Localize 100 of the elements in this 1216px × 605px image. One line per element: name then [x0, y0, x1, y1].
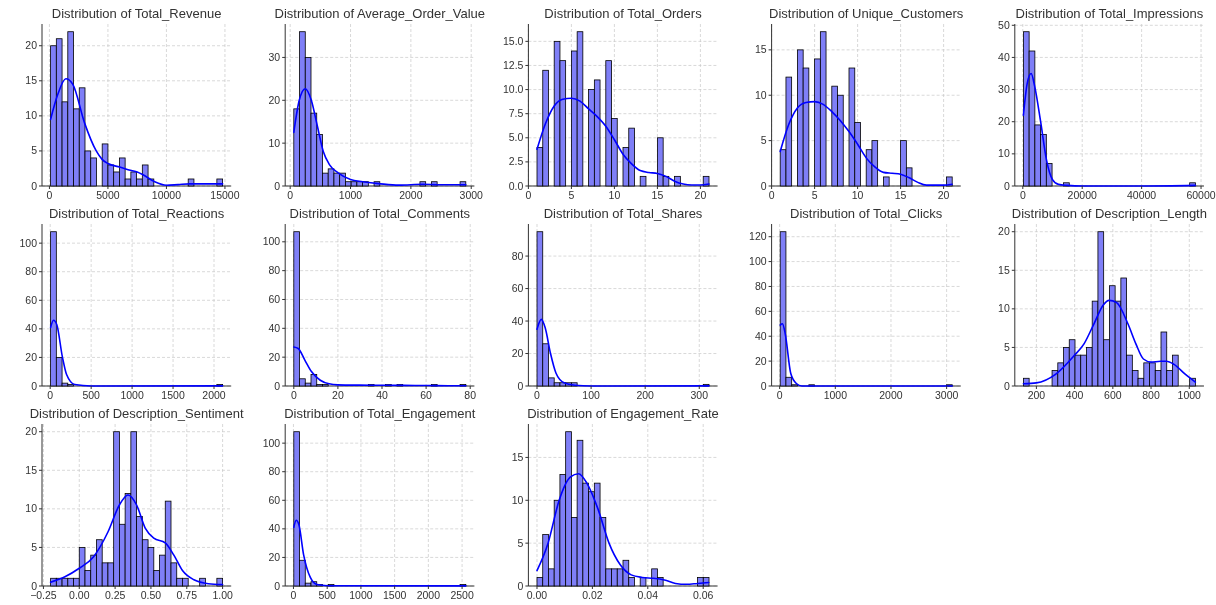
chart-title: Distribution of Total_Impressions: [1015, 6, 1204, 21]
y-tick-label: 0: [274, 179, 281, 192]
x-tick-label: 1000: [120, 389, 144, 401]
y-tick-label: 5: [31, 144, 38, 157]
x-tick-label: 2000: [879, 389, 903, 401]
chart-title: Distribution of Total_Clicks: [790, 206, 943, 221]
y-tick-label: 60: [268, 292, 281, 305]
chart-title: Distribution of Unique_Customers: [769, 6, 964, 21]
x-tick-label: 3000: [459, 189, 484, 201]
y-tick-label: 5: [31, 540, 38, 553]
x-tick-label: 10000: [151, 189, 182, 201]
y-tick-label: 120: [749, 230, 767, 243]
chart-title: Distribution of Total_Revenue: [51, 6, 222, 21]
y-tick-label: 40: [268, 522, 281, 535]
x-tick-label: 300: [690, 389, 709, 401]
x-tick-label: 200: [1027, 389, 1046, 401]
y-tick-label: 15: [754, 43, 767, 56]
chart-title: Distribution of Engagement_Rate: [527, 406, 719, 421]
x-tick-label: 2500: [450, 589, 474, 601]
y-tick-label: 0: [274, 579, 281, 592]
y-tick-label: 10: [511, 493, 524, 506]
y-tick-label: 80: [268, 465, 281, 478]
y-tick-label: 20: [511, 347, 524, 360]
x-tick-label: 0: [287, 189, 294, 201]
x-tick-label: 40000: [1127, 189, 1157, 201]
y-tick-label: 30: [998, 83, 1010, 96]
y-tick-label: 40: [25, 322, 38, 335]
y-tick-label: 10: [268, 136, 281, 149]
y-tick-label: 0: [760, 179, 767, 192]
y-tick-label: 50: [998, 18, 1010, 31]
chart-title: Distribution of Description_Sentiment: [29, 406, 244, 421]
x-tick-label: 15000: [210, 189, 240, 201]
y-tick-label: 2.5: [508, 155, 524, 168]
y-tick-label: 0: [517, 379, 524, 392]
x-tick-label: 0.75: [176, 589, 198, 601]
y-tick-label: 10: [754, 88, 767, 101]
x-tick-label: 2000: [399, 189, 423, 201]
x-tick-label: 0.00: [526, 589, 548, 601]
x-tick-label: −0.25: [30, 589, 57, 601]
y-tick-label: 100: [19, 236, 38, 249]
y-tick-label: 20: [25, 350, 38, 363]
y-tick-label: 0: [1003, 379, 1010, 392]
y-tick-label: 40: [754, 329, 767, 342]
y-tick-label: 30: [268, 50, 281, 63]
x-tick-label: 5: [811, 189, 818, 201]
x-tick-label: 0: [47, 389, 54, 401]
x-tick-label: 0: [768, 189, 775, 201]
y-tick-label: 0: [1003, 179, 1010, 192]
x-tick-label: 20: [694, 189, 707, 201]
y-tick-label: 15.0: [502, 34, 524, 47]
x-tick-label: 3000: [934, 389, 959, 401]
x-tick-label: 500: [318, 589, 337, 601]
x-tick-label: 0.06: [692, 589, 714, 601]
x-tick-label: 20: [332, 389, 344, 401]
x-tick-label: 800: [1142, 389, 1160, 401]
x-tick-label: 60: [420, 389, 433, 401]
y-tick-label: 0: [31, 179, 38, 192]
y-tick-label: 100: [262, 436, 281, 449]
x-tick-label: 20000: [1067, 189, 1097, 201]
x-tick-label: 0.25: [104, 589, 126, 601]
y-tick-label: 5: [1003, 340, 1010, 353]
chart-title: Distribution of Total_Orders: [544, 6, 703, 21]
x-tick-label: 0.00: [69, 589, 90, 601]
y-tick-label: 0: [31, 379, 38, 392]
x-tick-label: 2000: [202, 389, 226, 401]
y-tick-label: 5: [760, 134, 767, 147]
chart-title: Distribution of Total_Engagement: [284, 406, 476, 421]
y-tick-label: 0: [31, 579, 38, 592]
x-tick-label: 1500: [382, 589, 407, 601]
x-tick-label: 0: [46, 189, 53, 201]
x-tick-label: 5: [568, 189, 575, 201]
y-tick-label: 10: [25, 502, 38, 515]
x-tick-label: 0.02: [582, 589, 603, 601]
y-tick-label: 12.5: [502, 58, 524, 71]
x-tick-label: 60000: [1186, 189, 1216, 201]
chart-title: Distribution of Total_Reactions: [48, 206, 225, 221]
chart-title: Distribution of Average_Order_Value: [274, 6, 486, 21]
y-tick-label: 80: [25, 265, 38, 278]
y-tick-label: 7.5: [508, 107, 524, 120]
y-tick-label: 60: [511, 282, 524, 295]
x-tick-label: 0: [525, 189, 532, 201]
y-tick-label: 10: [998, 147, 1010, 160]
y-tick-label: 0.0: [508, 179, 524, 192]
x-tick-label: 15: [651, 189, 664, 201]
y-tick-label: 0: [760, 379, 767, 392]
x-tick-label: 1.00: [212, 589, 233, 601]
y-tick-label: 10.0: [502, 83, 524, 96]
x-tick-label: 0: [290, 589, 297, 601]
y-tick-label: 20: [25, 39, 38, 52]
y-tick-label: 40: [511, 314, 524, 327]
y-tick-label: 5: [517, 536, 524, 549]
y-tick-label: 100: [749, 255, 767, 268]
x-tick-label: 200: [636, 389, 655, 401]
y-tick-label: 60: [268, 493, 281, 506]
x-tick-label: 0: [534, 389, 541, 401]
y-tick-label: 0: [517, 579, 524, 592]
y-tick-label: 60: [25, 293, 38, 306]
y-tick-label: 80: [754, 279, 767, 292]
x-tick-label: 40: [376, 389, 388, 401]
y-tick-label: 0: [274, 379, 281, 392]
